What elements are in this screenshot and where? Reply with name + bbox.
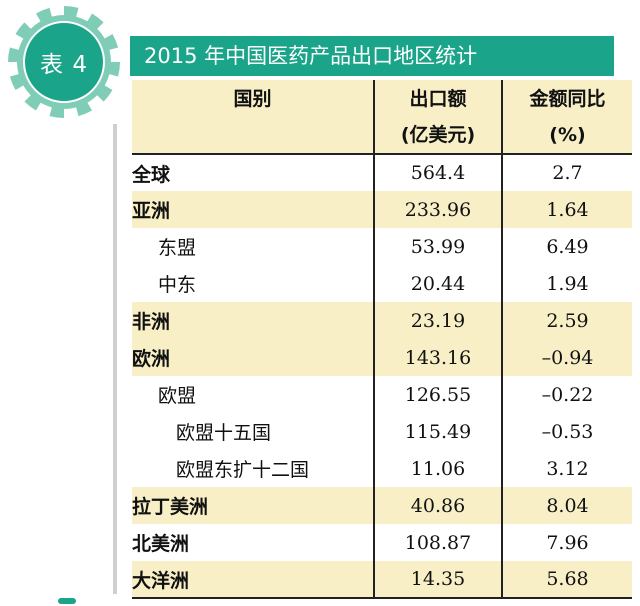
region-name-cell: 东盟	[132, 228, 374, 265]
page-title: 2015 年中国医药产品出口地区统计	[130, 36, 614, 76]
yoy-value-cell: 2.7	[501, 154, 632, 191]
table-row: 拉丁美洲 40.86 8.04	[132, 487, 632, 524]
yoy-column-header: 金额同比	[501, 80, 632, 117]
table-row: 欧盟东扩十二国 11.06 3.12	[132, 450, 632, 487]
table-header-row: 国别 出口额 金额同比	[132, 80, 632, 117]
table-row: 北美洲 108.87 7.96	[132, 524, 632, 561]
export-value-cell: 233.96	[373, 191, 502, 228]
yoy-value-cell: 8.04	[501, 487, 632, 524]
table-row: 大洋洲 14.35 5.68	[132, 561, 632, 599]
export-value-cell: 11.06	[373, 450, 502, 487]
table-number-badge: 表 4	[6, 4, 122, 120]
region-name-cell: 欧洲	[132, 339, 374, 376]
region-name-cell: 欧盟十五国	[132, 413, 374, 450]
region-name-cell: 大洋洲	[132, 561, 374, 599]
yoy-value-cell: 6.49	[501, 228, 632, 265]
export-value-cell: 40.86	[373, 487, 502, 524]
export-value-cell: 108.87	[373, 524, 502, 561]
region-column-header: 国别	[132, 80, 374, 117]
region-name-cell: 全球	[132, 154, 374, 191]
yoy-value-cell: 7.96	[501, 524, 632, 561]
table-row: 非洲 23.19 2.59	[132, 302, 632, 339]
table-body: 全球 564.4 2.7 亚洲 233.96 1.64 东盟 53.99 6.49 中东 20.44…	[132, 154, 632, 599]
export-statistics-table: 国别 出口额 金额同比 (亿美元) (%) 全球 564.4 2.7 亚洲 233.96…	[132, 80, 632, 599]
region-name-cell: 北美洲	[132, 524, 374, 561]
export-value-cell: 115.49	[373, 413, 502, 450]
table-row: 全球 564.4 2.7	[132, 154, 632, 191]
export-value-cell: 143.16	[373, 339, 502, 376]
table-header-unit-row: (亿美元) (%)	[132, 117, 632, 155]
export-unit-label: (亿美元)	[373, 117, 502, 155]
yoy-unit-label: (%)	[501, 117, 632, 155]
gear-icon	[8, 6, 120, 118]
region-name-cell: 欧盟东扩十二国	[132, 450, 374, 487]
yoy-value-cell: –0.94	[501, 339, 632, 376]
region-name-cell: 欧盟	[132, 376, 374, 413]
yoy-value-cell: –0.53	[501, 413, 632, 450]
table-row: 亚洲 233.96 1.64	[132, 191, 632, 228]
yoy-value-cell: 5.68	[501, 561, 632, 599]
export-value-cell: 23.19	[373, 302, 502, 339]
decorative-accent	[58, 598, 76, 604]
yoy-value-cell: 2.59	[501, 302, 632, 339]
export-value-cell: 564.4	[373, 154, 502, 191]
region-name-cell: 中东	[132, 265, 374, 302]
yoy-value-cell: 1.64	[501, 191, 632, 228]
table-row: 欧盟十五国 115.49 –0.53	[132, 413, 632, 450]
region-name-cell: 非洲	[132, 302, 374, 339]
yoy-value-cell: 1.94	[501, 265, 632, 302]
region-name-cell: 拉丁美洲	[132, 487, 374, 524]
export-value-cell: 53.99	[373, 228, 502, 265]
export-value-cell: 126.55	[373, 376, 502, 413]
region-name-cell: 亚洲	[132, 191, 374, 228]
table-row: 中东 20.44 1.94	[132, 265, 632, 302]
decorative-divider	[113, 124, 117, 594]
table-row: 东盟 53.99 6.49	[132, 228, 632, 265]
export-value-cell: 14.35	[373, 561, 502, 599]
export-column-header: 出口额	[373, 80, 502, 117]
region-column-header-blank	[132, 117, 374, 155]
yoy-value-cell: –0.22	[501, 376, 632, 413]
table-row: 欧盟 126.55 –0.22	[132, 376, 632, 413]
table-row: 欧洲 143.16 –0.94	[132, 339, 632, 376]
export-value-cell: 20.44	[373, 265, 502, 302]
yoy-value-cell: 3.12	[501, 450, 632, 487]
badge-label: 表 4	[40, 52, 88, 78]
